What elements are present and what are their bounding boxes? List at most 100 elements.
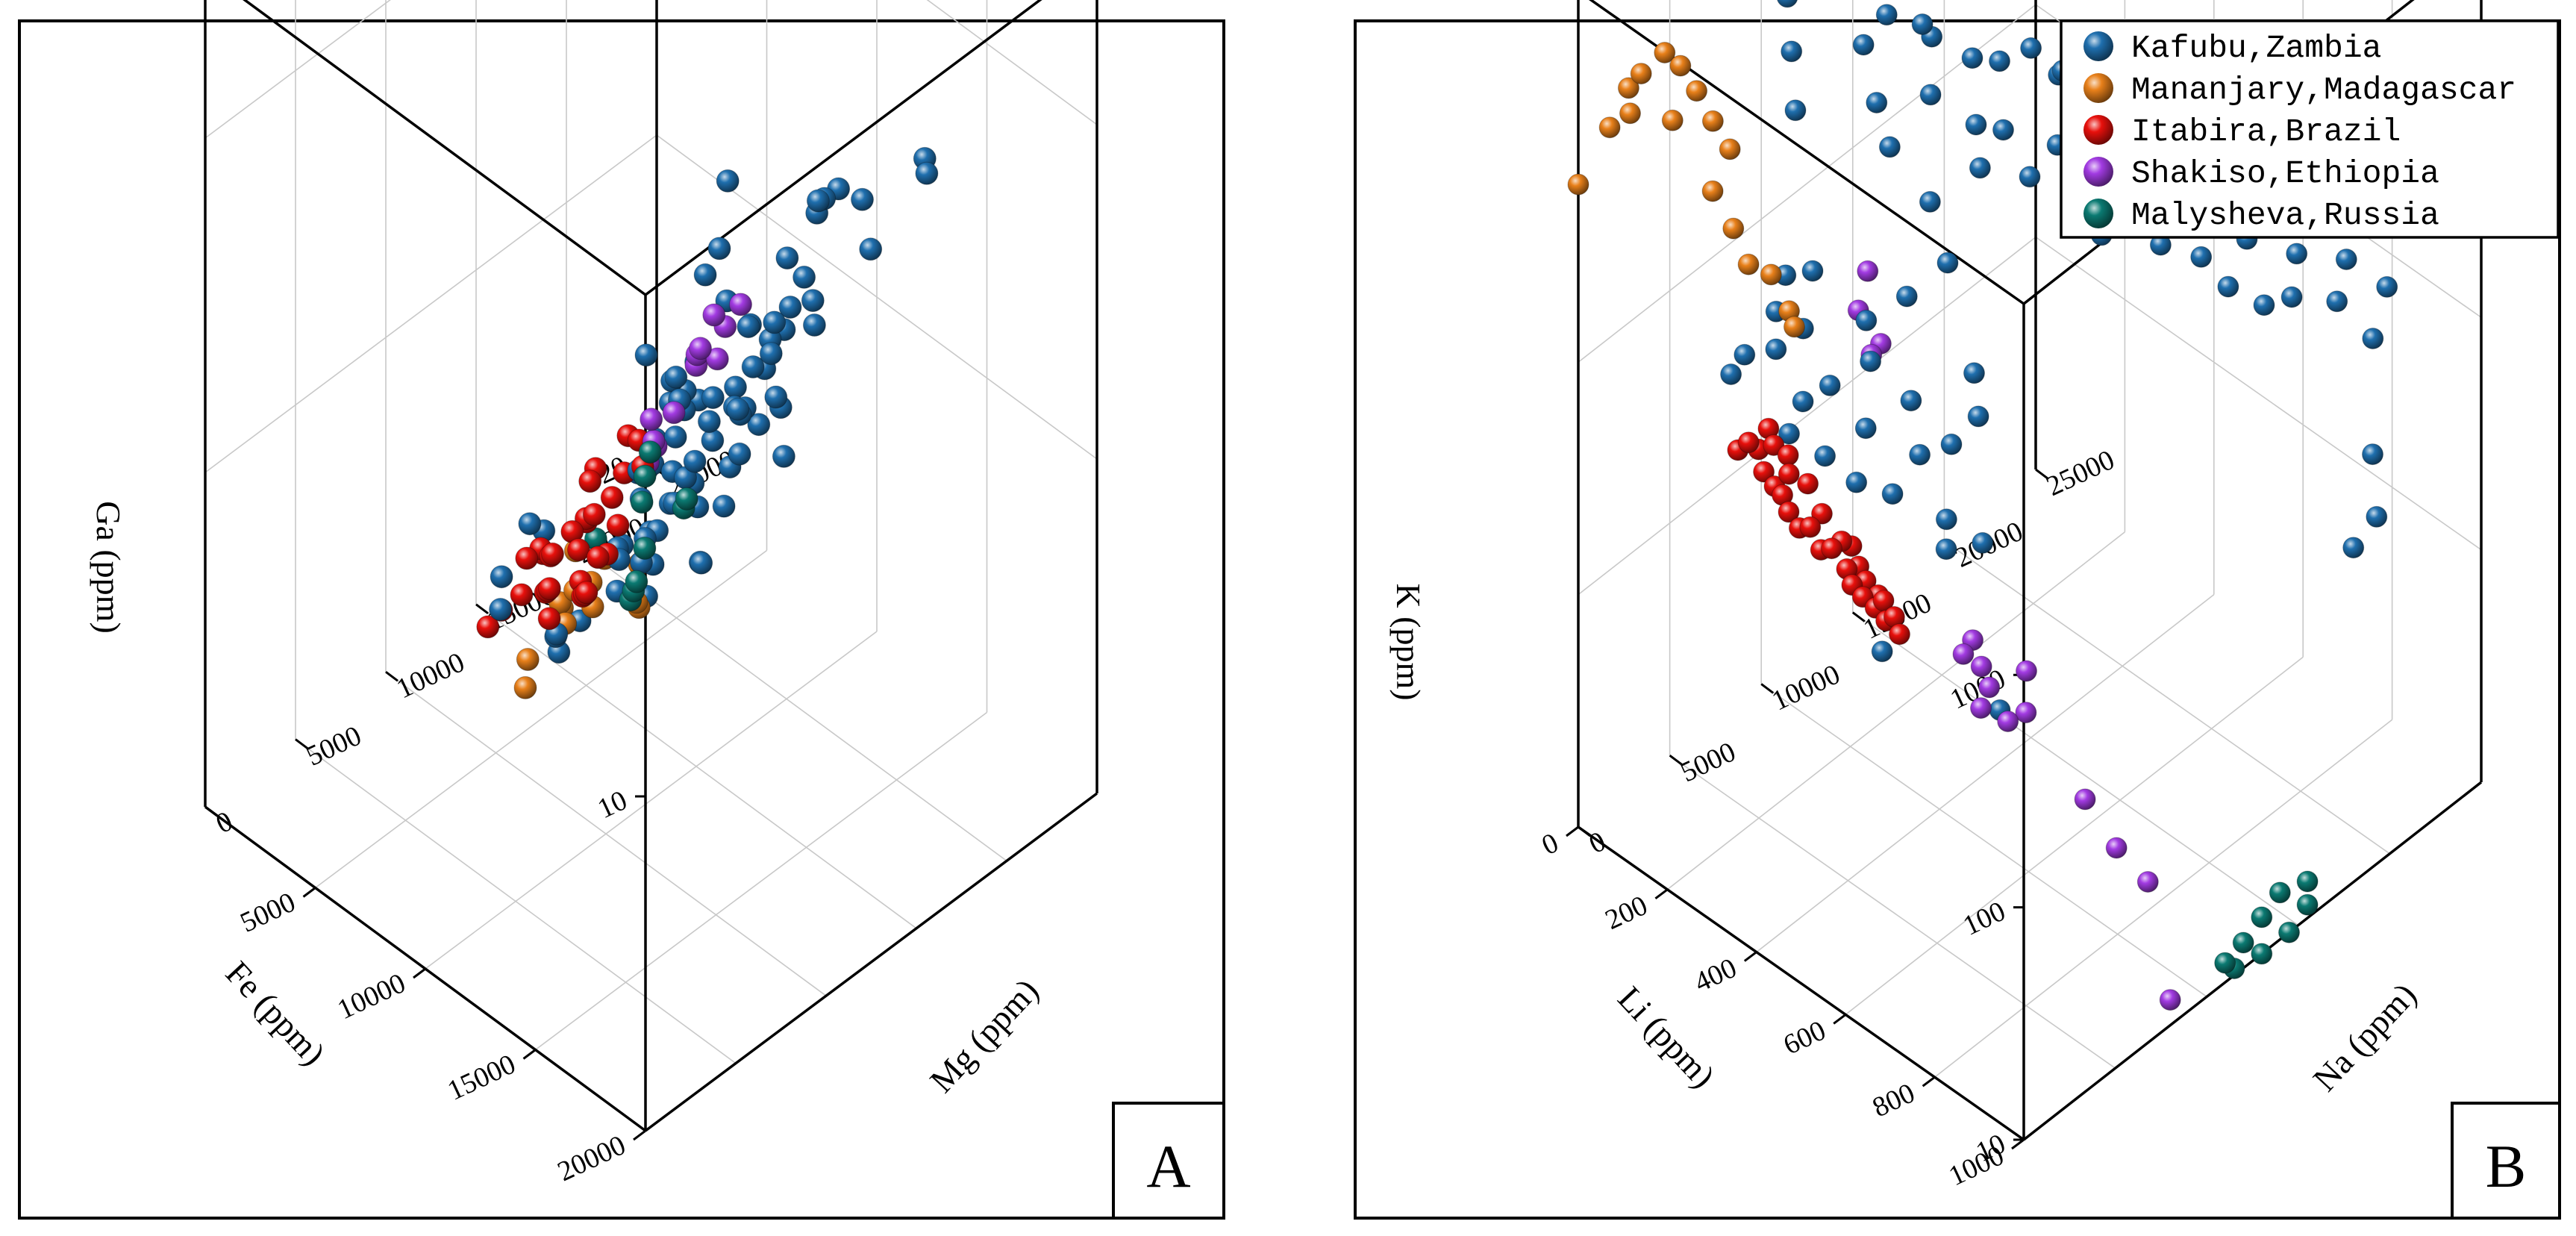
point-kafubu bbox=[1854, 417, 1877, 440]
point-kafubu bbox=[1940, 433, 1963, 455]
point-itabira bbox=[1778, 501, 1800, 523]
point-shakiso bbox=[689, 337, 712, 360]
point-kafubu bbox=[697, 410, 721, 434]
panel-a-letter: A bbox=[1146, 1132, 1190, 1200]
b-y-tick-label: 25000 bbox=[2042, 444, 2119, 502]
legend-marker bbox=[2083, 157, 2113, 187]
point-itabira bbox=[1799, 516, 1822, 538]
point-kafubu bbox=[663, 425, 687, 449]
point-kafubu bbox=[2335, 249, 2357, 270]
legend-items: Kafubu,Zambia Mananjary,Madagascar Itabira… bbox=[2083, 30, 2516, 234]
point-kafubu bbox=[772, 444, 795, 468]
point-kafubu bbox=[1935, 538, 1957, 561]
point-shakiso bbox=[702, 303, 726, 327]
point-kafubu bbox=[1814, 445, 1836, 467]
b-box-edge bbox=[1577, 825, 2025, 1141]
b-grid-y-floor bbox=[1669, 755, 2116, 1069]
point-mananjary bbox=[1701, 110, 1724, 132]
point-itabira bbox=[515, 546, 539, 570]
a-y-tick bbox=[295, 738, 308, 749]
point-shakiso bbox=[1952, 643, 1975, 665]
point-kafubu bbox=[1992, 119, 2014, 141]
point-kafubu bbox=[2362, 328, 2384, 349]
point-itabira bbox=[578, 469, 602, 493]
point-malysheva bbox=[633, 464, 657, 488]
point-kafubu bbox=[2217, 275, 2239, 298]
point-kafubu bbox=[701, 386, 725, 410]
point-kafubu bbox=[1871, 640, 1893, 663]
legend-label: Mananjary,Madagascar bbox=[2131, 72, 2516, 108]
point-mananjary bbox=[1617, 77, 1639, 99]
a-grid-x-floor bbox=[535, 711, 987, 1051]
point-kafubu bbox=[1720, 363, 1742, 385]
a-grid-y-floor bbox=[295, 738, 737, 1064]
b-y-tick bbox=[1851, 611, 1866, 622]
b-grid-y-floor bbox=[1943, 540, 2390, 855]
a-x-tick-label: 20000 bbox=[553, 1129, 631, 1187]
point-shakiso bbox=[1997, 711, 2019, 732]
a-grid-z-wall1 bbox=[926, 0, 1098, 125]
point-mananjary bbox=[1567, 173, 1589, 196]
panel-a-letter-box bbox=[1112, 1102, 1225, 1220]
point-mananjary bbox=[1719, 138, 1741, 160]
point-kafubu bbox=[2326, 290, 2348, 313]
point-itabira bbox=[1753, 461, 1775, 483]
b-x-tick-label: 600 bbox=[1779, 1014, 1831, 1061]
point-kafubu bbox=[707, 237, 731, 260]
point-kafubu bbox=[2190, 246, 2213, 268]
panel-a-frame bbox=[18, 19, 1225, 1220]
b-x-tick bbox=[1566, 825, 1579, 837]
point-kafubu bbox=[1881, 483, 1904, 505]
legend-marker bbox=[2083, 115, 2113, 145]
point-kafubu bbox=[2362, 443, 2383, 466]
b-x-tick-label: 200 bbox=[1601, 890, 1652, 936]
point-kafubu bbox=[1909, 443, 1931, 466]
point-kafubu bbox=[1860, 350, 1882, 372]
point-mananjary bbox=[1783, 316, 1805, 338]
point-itabira bbox=[1737, 431, 1760, 454]
point-itabira bbox=[541, 542, 564, 566]
b-x-tick bbox=[1833, 1014, 1847, 1025]
point-kafubu bbox=[851, 187, 874, 211]
a-y-tick bbox=[475, 603, 489, 614]
point-kafubu bbox=[1819, 374, 1841, 396]
point-kafubu bbox=[759, 342, 783, 366]
a-x-tick bbox=[522, 1049, 537, 1060]
a-grid-x-floor bbox=[425, 631, 878, 970]
point-kafubu bbox=[664, 365, 688, 389]
point-kafubu bbox=[801, 289, 825, 313]
point-shakiso bbox=[2159, 989, 2181, 1011]
a-x-tick-label: 5000 bbox=[236, 887, 301, 939]
point-malysheva bbox=[2214, 952, 2236, 974]
point-kafubu bbox=[2280, 286, 2303, 308]
point-kafubu bbox=[634, 343, 658, 367]
point-malysheva bbox=[2232, 931, 2254, 954]
panel-b-letter: B bbox=[2486, 1132, 2527, 1200]
point-kafubu bbox=[1765, 338, 1787, 360]
point-malysheva bbox=[675, 487, 698, 511]
point-kafubu bbox=[1919, 190, 1941, 213]
point-kafubu bbox=[2020, 37, 2042, 59]
panel-a-mg-title: Mg (ppm) bbox=[922, 971, 1045, 1099]
point-kafubu bbox=[1972, 531, 1994, 554]
point-kafubu bbox=[1875, 4, 1898, 26]
b-y-tick bbox=[2035, 468, 2048, 480]
point-kafubu bbox=[737, 315, 760, 339]
point-shakiso bbox=[662, 401, 686, 425]
point-kafubu bbox=[701, 428, 725, 452]
point-shakiso bbox=[2136, 871, 2159, 893]
point-kafubu bbox=[747, 413, 771, 437]
legend-label: Itabira,Brazil bbox=[2131, 113, 2401, 150]
panel-a-points bbox=[476, 146, 939, 699]
point-kafubu bbox=[1845, 471, 1868, 493]
point-kafubu bbox=[1781, 40, 1803, 63]
point-mananjary bbox=[1701, 180, 1724, 202]
a-grid-x-floor bbox=[315, 549, 767, 889]
point-itabira bbox=[510, 583, 534, 607]
b-x-tick bbox=[2011, 1138, 2025, 1150]
b-grid-y-floor bbox=[1852, 611, 2299, 926]
legend-marker bbox=[2083, 73, 2113, 103]
point-kafubu bbox=[724, 375, 747, 399]
legend-box bbox=[2060, 19, 2560, 239]
point-mananjary bbox=[1598, 116, 1621, 139]
